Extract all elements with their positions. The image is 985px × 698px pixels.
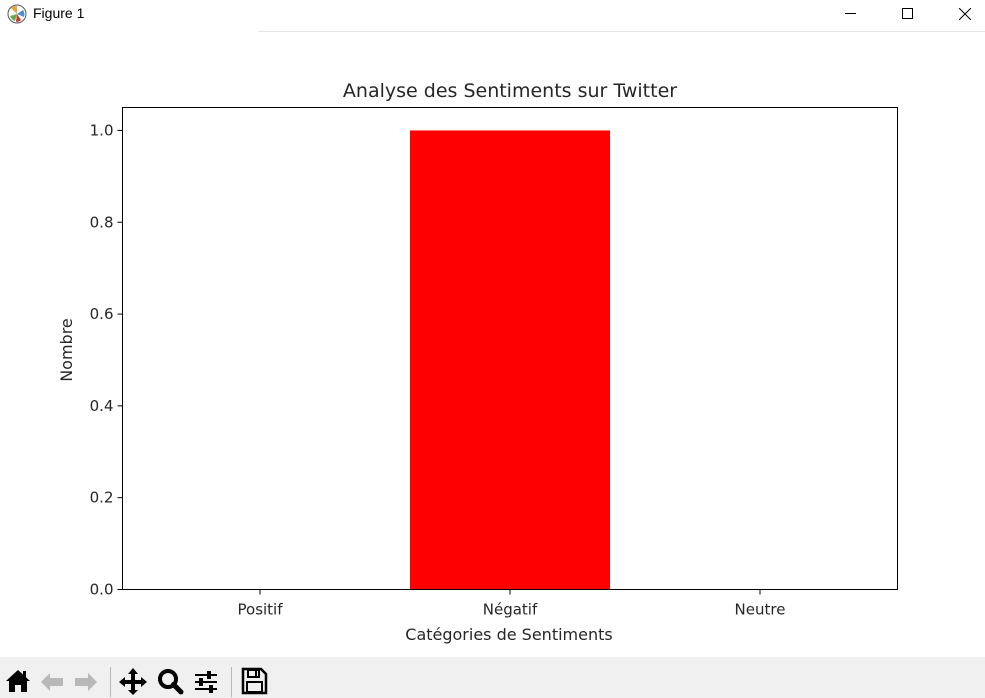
x-axis-label: Catégories de Sentiments <box>405 625 612 644</box>
x-tick-label: Neutre <box>735 601 786 619</box>
floppy-disk-icon <box>239 665 269 695</box>
x-tick-label: Positif <box>238 601 284 619</box>
y-axis-label: Nombre <box>57 318 76 382</box>
y-tick-label: 0.8 <box>90 213 114 231</box>
y-tick-label: 0.4 <box>90 397 114 415</box>
plot-frame <box>122 107 898 590</box>
navigation-toolbar <box>0 657 985 698</box>
window-titlebar: Figure 1 <box>0 0 985 32</box>
x-ticks-group: Positif Négatif Neutre <box>238 589 786 619</box>
bars-group <box>410 130 610 590</box>
bar-négatif <box>410 130 610 590</box>
configure-subplots-button[interactable] <box>192 665 222 695</box>
matplotlib-icon <box>7 4 27 24</box>
titlebar-divider <box>258 31 985 32</box>
chart-title: Analyse des Sentiments sur Twitter <box>343 80 677 102</box>
maximize-button[interactable] <box>885 0 931 30</box>
home-icon <box>3 665 33 695</box>
toolbar-separator <box>110 667 111 697</box>
save-button[interactable] <box>239 665 269 695</box>
zoom-button[interactable] <box>155 665 185 695</box>
sliders-icon <box>192 665 222 695</box>
forward-button[interactable] <box>71 665 101 695</box>
y-tick-label: 0.2 <box>90 489 114 507</box>
home-button[interactable] <box>3 665 33 695</box>
pan-button[interactable] <box>118 665 148 695</box>
close-button[interactable] <box>942 0 985 30</box>
figure-canvas[interactable]: Analyse des Sentiments sur Twitter Catég… <box>0 32 985 657</box>
bar-chart: Analyse des Sentiments sur Twitter Catég… <box>57 80 898 644</box>
window-title: Figure 1 <box>33 5 85 21</box>
y-tick-label: 1.0 <box>90 121 114 139</box>
arrow-right-icon <box>71 665 101 695</box>
toolbar-separator <box>231 667 232 697</box>
minimize-button[interactable] <box>828 0 874 30</box>
y-tick-label: 0.6 <box>90 305 114 323</box>
magnifier-icon <box>155 665 185 695</box>
move-icon <box>118 665 148 695</box>
y-ticks-group: 0.0 0.2 0.4 0.6 0.8 1.0 <box>90 121 123 599</box>
x-tick-label: Négatif <box>483 601 538 619</box>
back-button[interactable] <box>37 665 67 695</box>
arrow-left-icon <box>37 665 67 695</box>
y-tick-label: 0.0 <box>90 581 114 599</box>
